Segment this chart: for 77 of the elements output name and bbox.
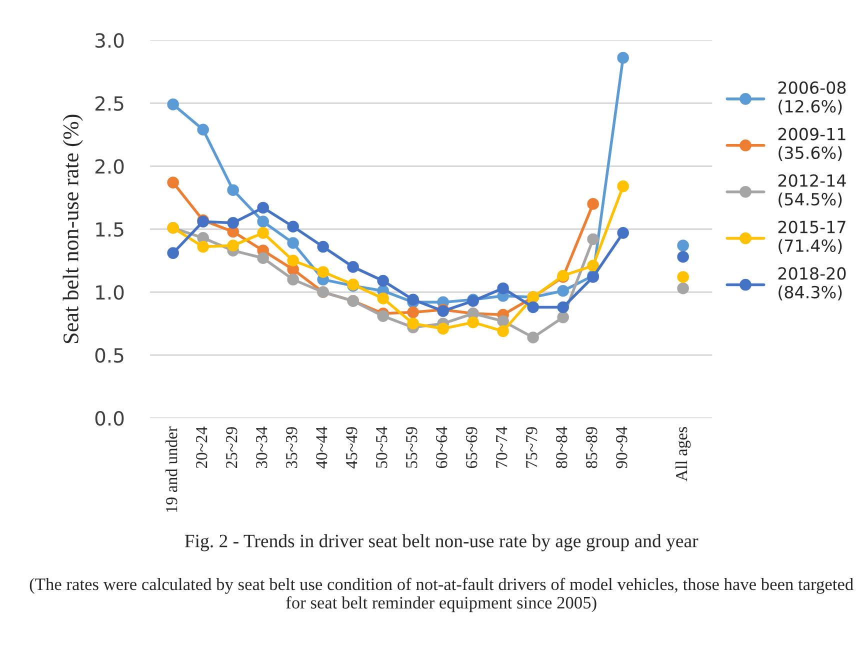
- legend-label: 2012-14 (54.5%): [778, 174, 846, 208]
- point: [227, 216, 239, 229]
- text: (The rates were calculated by seat belt use condition of not-at-fault drivers of model vehicles, those have been targeted for seat belt reminder equipment since 2005): [30, 578, 854, 612]
- x-tick-label: 70~74: [496, 426, 508, 468]
- x-tick-label: 60~64: [436, 426, 448, 468]
- point: [287, 220, 299, 233]
- x-tick-label: 35~39: [286, 427, 298, 468]
- point: [407, 318, 419, 330]
- point: [287, 254, 299, 267]
- text: Fig. 2 - Trends in driver seat belt non-use rate by age group and year: [184, 534, 698, 552]
- point: [257, 202, 269, 214]
- y-tick-label: 2.0: [95, 159, 124, 174]
- point: [197, 124, 209, 136]
- x-tick-label: 40~44: [316, 426, 328, 468]
- point: [227, 240, 239, 252]
- y-tick-label: 0.5: [95, 348, 124, 363]
- point: [227, 184, 239, 196]
- point: [527, 301, 539, 314]
- x-tick-label: 45~49: [346, 427, 358, 468]
- legend-label: 2018-20 (84.3%): [778, 267, 846, 300]
- point: [377, 310, 389, 322]
- x-tick-label: 65~69: [466, 427, 478, 468]
- x-tick-label: 55~59: [406, 427, 418, 468]
- point: [677, 240, 689, 252]
- point: [377, 274, 389, 287]
- point: [497, 325, 509, 338]
- point: [407, 294, 419, 306]
- y-tick-label: 1.5: [96, 222, 124, 237]
- x-tick-label: 80~84: [556, 426, 568, 468]
- x-tick-label: 75~79: [526, 427, 538, 468]
- point: [377, 292, 389, 304]
- legend-label: 2015-17 (71.4%): [778, 220, 846, 254]
- point: [527, 332, 539, 344]
- point: [557, 284, 569, 297]
- point: [347, 261, 359, 273]
- x-tick-label: 19 and under: [166, 426, 178, 512]
- legend-label: 2006-08 (12.6%): [778, 81, 846, 115]
- x-tick-label: 85~89: [586, 427, 598, 468]
- x-tick-label: All ages: [675, 427, 691, 482]
- point: [317, 240, 329, 253]
- point: [677, 282, 689, 294]
- point: [167, 247, 179, 259]
- point: [257, 227, 269, 239]
- point: [617, 227, 629, 239]
- point: [287, 237, 299, 249]
- point: [557, 301, 569, 314]
- point: [677, 250, 689, 263]
- y-axis-title: Seat belt non-use rate (%): [62, 114, 83, 344]
- point: [677, 271, 689, 283]
- legend-label: 2009-11 (35.6%): [778, 128, 846, 162]
- x-tick-label: 25~29: [226, 427, 238, 468]
- x-tick-label: 20~24: [196, 426, 208, 468]
- point: [167, 98, 179, 110]
- y-tick-label: 3.0: [96, 33, 124, 48]
- x-tick-label: 30~34: [256, 426, 268, 468]
- point: [257, 252, 269, 264]
- point: [497, 315, 509, 327]
- y-tick-label: 0.0: [95, 411, 124, 426]
- y-tick-label: 1.0: [96, 285, 124, 300]
- point: [437, 322, 449, 335]
- point: [497, 282, 509, 294]
- point: [317, 266, 329, 278]
- point: [617, 180, 629, 192]
- point: [287, 274, 299, 286]
- point: [167, 176, 179, 188]
- point: [467, 316, 479, 328]
- x-tick-label: 90~94: [616, 426, 628, 468]
- point: [587, 233, 599, 246]
- point: [197, 240, 209, 253]
- point: [587, 198, 599, 210]
- point: [407, 306, 419, 318]
- point: [587, 260, 599, 272]
- y-tick-label: 2.5: [95, 96, 124, 111]
- point: [617, 52, 629, 64]
- x-tick-label: 50~54: [376, 426, 388, 468]
- point: [257, 216, 269, 228]
- point: [557, 311, 569, 324]
